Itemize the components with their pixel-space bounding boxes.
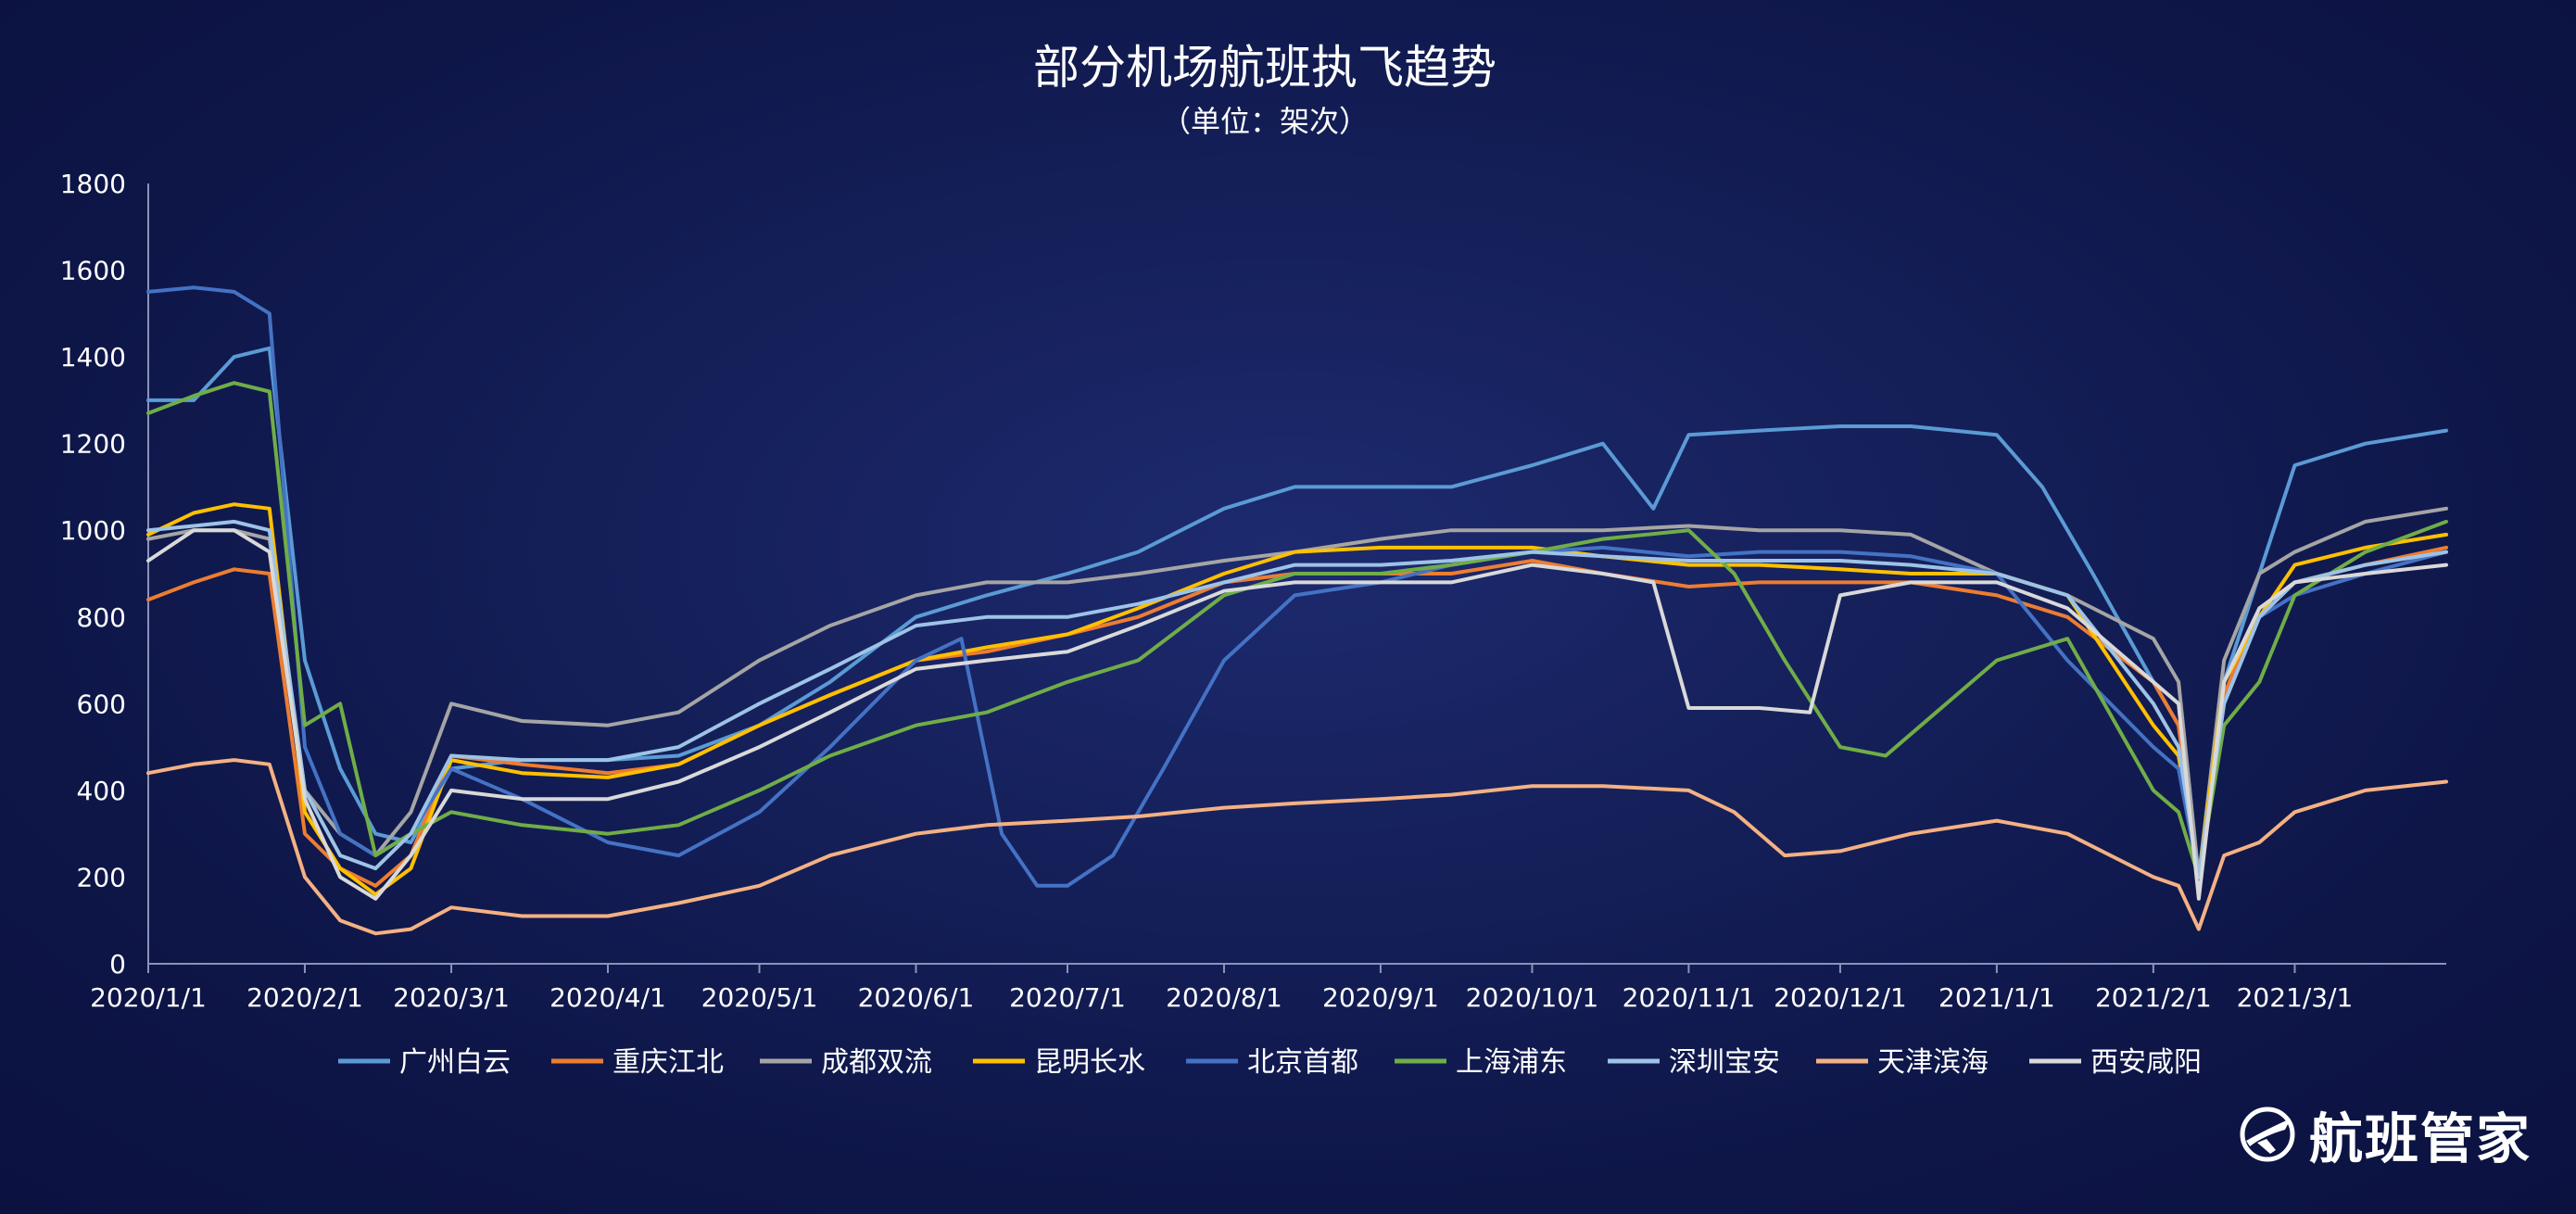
legend-item: 天津滨海 [1816, 1046, 1989, 1079]
legend-label: 西安咸阳 [2090, 1046, 2202, 1079]
x-tick-label: 2020/3/1 [393, 982, 510, 1013]
series-line-3 [146, 506, 2448, 879]
x-tick-label: 2020/2/1 [246, 982, 363, 1013]
legend: 广州白云 重庆江北 成都双流 昆明长水 北京首都 上海浦东 深圳宝安 天津滨海 西安咸阳 [338, 1046, 2202, 1079]
chart-subtitle: （单位：架次） [1161, 104, 1369, 139]
legend-label: 深圳宝安 [1669, 1046, 1780, 1079]
series-line-7 [146, 519, 2448, 879]
chart-title: 部分机场航班执飞趋势 [1033, 41, 1496, 95]
y-tick-label: 1800 [60, 169, 126, 199]
y-tick-label: 400 [77, 776, 126, 806]
series-lines [146, 285, 2448, 936]
legend-label: 天津滨海 [1877, 1046, 1989, 1079]
x-tick-label: 2020/9/1 [1322, 982, 1439, 1013]
legend-label: 北京首都 [1247, 1046, 1358, 1079]
brand-logo: 航班管家 [2239, 1095, 2532, 1173]
legend-label: 重庆江北 [612, 1046, 724, 1079]
x-tick-label: 2020/12/1 [1774, 982, 1907, 1013]
series-line-9 [146, 528, 2448, 901]
y-tick-label: 0 [109, 949, 126, 980]
legend-label: 广州白云 [399, 1046, 511, 1079]
legend-item: 成都双流 [760, 1046, 932, 1079]
brand-logo-text: 航班管家 [2308, 1107, 2532, 1170]
series-line-6 [146, 381, 2448, 879]
legend-label: 上海浦东 [1456, 1046, 1567, 1079]
legend-item: 北京首都 [1186, 1046, 1358, 1079]
x-tick-label: 2021/3/1 [2237, 982, 2354, 1013]
y-tick-label: 1600 [60, 256, 126, 286]
series-line-8 [146, 758, 2448, 936]
y-tick-label: 1400 [60, 342, 126, 373]
x-tick-label: 2021/1/1 [1938, 982, 2055, 1013]
x-tick-label: 2020/4/1 [549, 982, 666, 1013]
y-tick-label: 600 [77, 689, 126, 719]
axes: 0 200 400 600 800 1000 1200 1400 1600 1800 2020/1/… [60, 169, 2446, 1013]
y-tick-label: 800 [77, 602, 126, 633]
legend-item: 上海浦东 [1395, 1046, 1567, 1079]
legend-item: 西安咸阳 [2029, 1046, 2202, 1079]
legend-label: 昆明长水 [1034, 1046, 1145, 1079]
x-tick-label: 2020/5/1 [701, 982, 818, 1013]
x-tick-label: 2020/10/1 [1466, 982, 1599, 1013]
x-tick-label: 2020/1/1 [90, 982, 207, 1013]
series-line-2 [146, 545, 2448, 888]
x-tick-label: 2021/2/1 [2095, 982, 2212, 1013]
globe-plane-icon [2240, 1107, 2295, 1162]
legend-label: 成都双流 [821, 1046, 932, 1079]
y-tick-label: 1000 [60, 515, 126, 546]
x-tick-label: 2020/7/1 [1009, 982, 1126, 1013]
legend-item: 昆明长水 [973, 1046, 1145, 1079]
legend-item: 广州白云 [338, 1046, 511, 1079]
y-tick-label: 200 [77, 862, 126, 892]
y-tick-label: 1200 [60, 429, 126, 460]
x-tick-label: 2020/6/1 [858, 982, 975, 1013]
x-tick-label: 2020/11/1 [1623, 982, 1756, 1013]
legend-item: 深圳宝安 [1608, 1046, 1780, 1079]
legend-item: 重庆江北 [551, 1046, 724, 1079]
x-tick-label: 2020/8/1 [1166, 982, 1282, 1013]
